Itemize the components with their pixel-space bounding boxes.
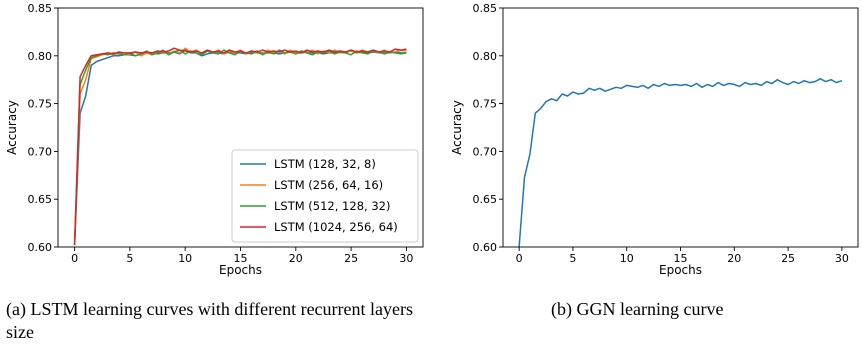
x-tick-label: 30 xyxy=(399,252,413,265)
x-tick-label: 0 xyxy=(71,252,78,265)
x-tick-label: 10 xyxy=(620,252,634,265)
x-tick-label: 30 xyxy=(835,252,849,265)
chart-b: 0 5 10 15 20 25 30 0.60 0.65 0.70 0.75 0.80 0.85 Epoc… xyxy=(450,2,859,277)
y-tick-label: 0.75 xyxy=(28,98,53,111)
series-line-1 xyxy=(518,77,843,248)
y-tick-label: 0.85 xyxy=(473,2,498,15)
legend-entry: LSTM (128, 32, 8) xyxy=(274,157,376,171)
x-tick-label: 5 xyxy=(126,252,133,265)
caption-a: (a) LSTM learning curves with different … xyxy=(6,299,414,342)
x-axis-label: Epochs xyxy=(219,263,262,277)
y-tick-label: 0.70 xyxy=(28,145,53,158)
x-tick-label: 25 xyxy=(344,252,358,265)
y-tick-label: 0.80 xyxy=(473,50,498,63)
caption-b: (b) GGN learning curve xyxy=(551,299,724,319)
axes-frame xyxy=(502,7,859,248)
y-tick-label: 0.60 xyxy=(473,241,498,254)
y-tick-label: 0.60 xyxy=(28,241,53,254)
x-tick-label: 10 xyxy=(178,252,192,265)
x-axis-label: Epochs xyxy=(659,263,702,277)
legend: LSTM (128, 32, 8) LSTM (256, 64, 16) LSTM … xyxy=(231,149,419,243)
x-tick-label: 0 xyxy=(516,252,523,265)
y-tick-label: 0.70 xyxy=(473,145,498,158)
x-tick-label: 5 xyxy=(569,252,576,265)
series-line-4 xyxy=(73,47,407,246)
y-tick-label: 0.85 xyxy=(28,2,53,15)
y-tick-label: 0.75 xyxy=(473,98,498,111)
y-tick-label: 0.65 xyxy=(473,193,498,206)
legend-entry: LSTM (512, 128, 32) xyxy=(274,199,390,213)
x-tick-label: 15 xyxy=(234,252,248,265)
x-tick-label: 20 xyxy=(289,252,303,265)
y-tick-label: 0.65 xyxy=(28,193,53,206)
x-tick-label: 25 xyxy=(781,252,795,265)
legend-entry: LSTM (1024, 256, 64) xyxy=(274,220,398,234)
series-line-2 xyxy=(73,47,407,246)
x-tick-label: 15 xyxy=(674,252,688,265)
y-tick-label: 0.80 xyxy=(28,50,53,63)
legend-entry: LSTM (256, 64, 16) xyxy=(274,178,383,192)
y-axis-label: Accuracy xyxy=(5,100,19,155)
y-axis-label: Accuracy xyxy=(450,100,464,155)
x-tick-label: 20 xyxy=(727,252,741,265)
chart-a: 0 5 10 15 20 25 30 0.60 0.65 0.70 0.75 0.80 0.85 Epoc… xyxy=(5,2,424,277)
